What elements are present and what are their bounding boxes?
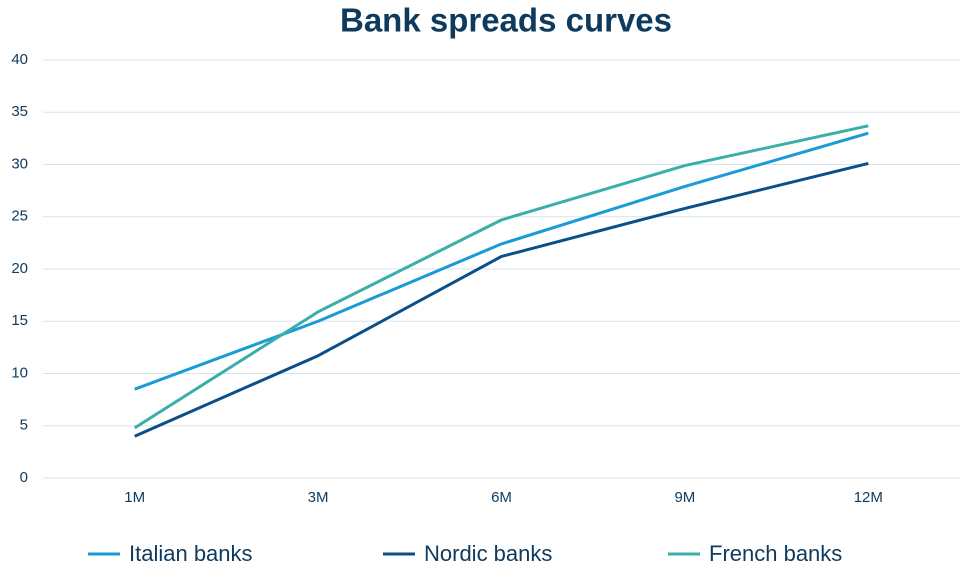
- y-tick-label: 0: [20, 469, 28, 486]
- legend-label: Italian banks: [129, 541, 253, 566]
- y-tick-label: 40: [11, 51, 28, 68]
- y-tick-label: 30: [11, 155, 28, 172]
- chart-title: Bank spreads curves: [340, 2, 672, 39]
- y-tick-label: 25: [11, 208, 28, 225]
- legend-label: Nordic banks: [424, 541, 552, 566]
- y-tick-label: 35: [11, 103, 28, 120]
- x-tick-label: 9M: [674, 489, 695, 506]
- y-tick-label: 10: [11, 364, 28, 381]
- y-tick-label: 5: [20, 417, 28, 434]
- x-tick-label: 1M: [124, 489, 145, 506]
- x-tick-label: 3M: [308, 489, 329, 506]
- x-tick-label: 6M: [491, 489, 512, 506]
- series-line: [134, 131, 869, 391]
- legend-label: French banks: [709, 541, 842, 566]
- y-tick-label: 20: [11, 260, 28, 277]
- y-tick-label: 15: [11, 312, 28, 329]
- series-line: [133, 124, 869, 430]
- series-line: [134, 161, 869, 438]
- x-tick-label: 12M: [854, 489, 883, 506]
